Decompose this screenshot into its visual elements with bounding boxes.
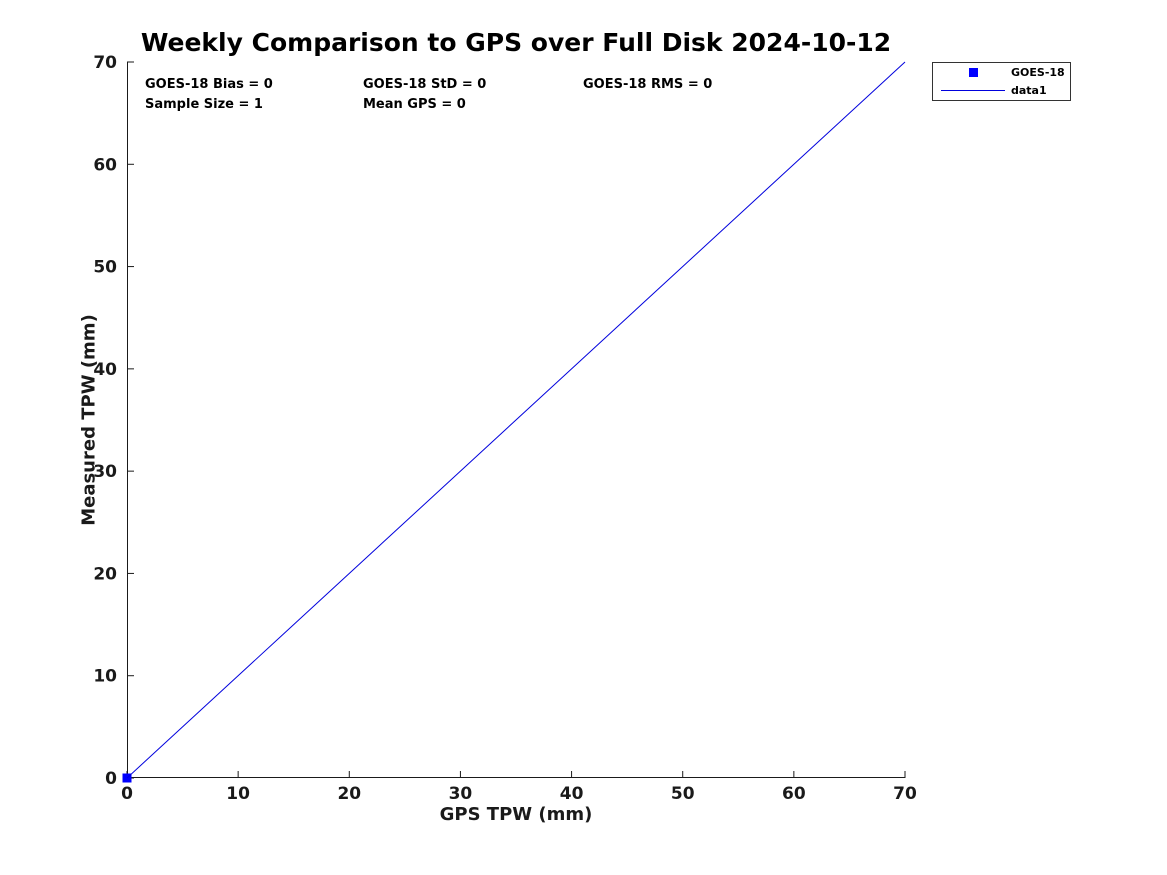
x-tick-label: 40 [560, 784, 584, 804]
data-line [126, 61, 906, 779]
y-tick-label: 70 [93, 53, 117, 73]
legend-line-icon [941, 90, 1005, 91]
legend-entry-label: data1 [1011, 84, 1047, 97]
x-tick-label: 20 [337, 784, 361, 804]
y-tick-label: 0 [105, 769, 117, 789]
annotation-std: GOES-18 StD = 0 [363, 77, 487, 92]
y-tick-label: 30 [93, 462, 117, 482]
y-tick-label: 20 [93, 564, 117, 584]
annotation-rms: GOES-18 RMS = 0 [583, 77, 713, 92]
annotation-sample-size: Sample Size = 1 [145, 97, 263, 112]
y-axis-label: Measured TPW (mm) [78, 314, 100, 526]
chart-title: Weekly Comparison to GPS over Full Disk … [140, 28, 892, 57]
x-axis-label: GPS TPW (mm) [439, 804, 593, 825]
x-tick-label: 50 [671, 784, 695, 804]
legend-entry-goes18: GOES-18 [933, 65, 1070, 80]
legend: GOES-18 data1 [932, 62, 1071, 101]
x-tick-label: 70 [893, 784, 917, 804]
annotation-bias: GOES-18 Bias = 0 [145, 77, 273, 92]
x-tick-label: 10 [226, 784, 250, 804]
legend-entry-data1: data1 [933, 83, 1070, 98]
legend-entry-label: GOES-18 [1011, 66, 1065, 79]
x-tick-label: 30 [449, 784, 473, 804]
x-tick-label: 0 [121, 784, 133, 804]
x-tick-label: 60 [782, 784, 806, 804]
y-tick-label: 50 [93, 258, 117, 278]
annotation-mean-gps: Mean GPS = 0 [363, 97, 466, 112]
y-tick-label: 10 [93, 667, 117, 687]
y-tick-label: 60 [93, 155, 117, 175]
legend-square-marker-icon [968, 68, 978, 77]
plot-area: 0 10 20 30 40 50 60 70 0 10 20 30 40 50 60 70 [93, 53, 917, 804]
y-tick-label: 40 [93, 360, 117, 380]
